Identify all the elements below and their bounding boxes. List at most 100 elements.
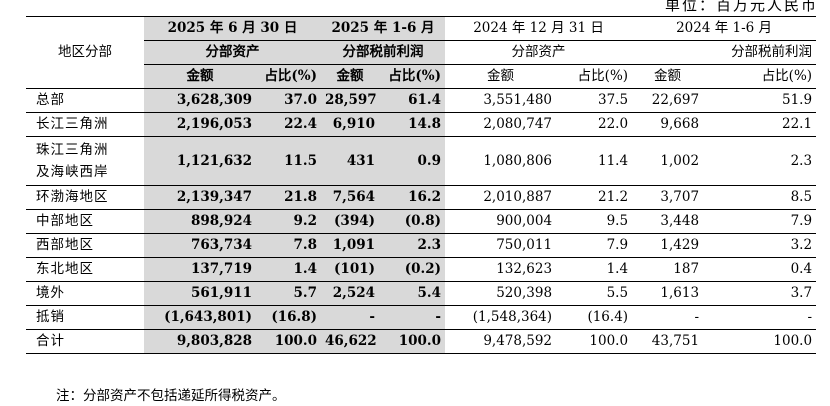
cell-ratio: 37.5 (597, 92, 629, 108)
cell-ratio: 51.9 (782, 92, 813, 108)
cell-amount: 431 (321, 136, 380, 186)
cell-amount: 763,734 (144, 233, 256, 258)
cell-amount: 9,668 (660, 116, 700, 132)
header-row-columns: 金额 占比(%) 金额 占比(%) 金额 占比(%) 金额 占比(%) (26, 64, 817, 89)
cell-amount: (101) (321, 257, 380, 282)
table-row: 珠江三角洲 及海峡西岸 1,121,632 11.5 431 0.9 1,080… (26, 136, 817, 186)
cell-ratio: 7.8 (256, 233, 322, 258)
cell-ratio: 16.2 (379, 185, 446, 210)
cell-amount: 2,139,347 (144, 185, 256, 210)
row-label-header: 地区分部 (26, 16, 144, 89)
table-row: 东北地区 137,719 1.4 (101) (0.2) 132,623 1.4… (26, 257, 817, 282)
cell-amount: 46,622 (321, 329, 380, 354)
cell-amount: 1,613 (660, 285, 700, 301)
cell-amount: 2,080,747 (483, 116, 553, 132)
cell-ratio: 3.2 (790, 237, 813, 253)
cell-ratio: - (379, 305, 446, 330)
region-name: 长江三角洲 (36, 116, 109, 132)
region-name: 西部地区 (36, 237, 94, 253)
cell-amount: 7,564 (321, 185, 380, 210)
cell-ratio: 7.9 (790, 213, 813, 229)
period-header-1: 2025 年 6 月 30 日 (144, 16, 322, 41)
cell-ratio: 5.5 (606, 285, 629, 301)
cell-ratio: 2.3 (790, 153, 813, 169)
cell-amount: 22,697 (651, 92, 700, 108)
cell-ratio: 9.2 (256, 209, 322, 234)
header-row-periods: 地区分部 2025 年 6 月 30 日 2025 年 1-6 月 2024 年… (26, 16, 817, 89)
cell-amount: 898,924 (144, 209, 256, 234)
cell-amount: 520,398 (496, 285, 553, 301)
cell-ratio: 100.0 (379, 329, 446, 354)
cell-ratio: 100.0 (256, 329, 322, 354)
cell-amount: 2,196,053 (144, 112, 256, 137)
metric-header-1: 分部资产 (144, 40, 322, 65)
cell-ratio: 0.4 (790, 261, 813, 277)
cell-amount: (1,643,801) (144, 305, 256, 330)
cell-amount: 132,623 (496, 261, 553, 277)
cell-amount: 1,121,632 (144, 136, 256, 186)
cell-amount: 750,011 (496, 237, 553, 253)
ratio-header: 占比(%) (703, 64, 817, 89)
cell-ratio: 61.4 (379, 88, 446, 113)
cell-ratio: 9.5 (606, 213, 629, 229)
cell-ratio: 21.8 (256, 185, 322, 210)
region-name: 环渤海地区 (36, 189, 109, 205)
cell-amount: - (694, 309, 700, 325)
region-name-line2: 及海峡西岸 (36, 164, 109, 180)
unit-label: 单位：百万元人民币 (664, 0, 818, 14)
cell-amount: 3,707 (660, 189, 700, 205)
region-name: 抵销 (36, 309, 65, 325)
cell-ratio: (16.4) (587, 309, 629, 325)
ratio-header: 占比(%) (379, 64, 446, 89)
cell-amount: 3,448 (660, 213, 700, 229)
footnote: 注：分部资产不包括递延所得税资产。 (56, 388, 286, 404)
cell-amount: 3,551,480 (483, 92, 553, 108)
cell-ratio: 22.4 (256, 112, 322, 137)
cell-ratio: 7.9 (606, 237, 629, 253)
total-row: 合计 9,803,828 100.0 46,622 100.0 9,478,59… (26, 329, 817, 354)
table-row: 抵销 (1,643,801) (16.8) - - (1,548,364) (1… (26, 305, 817, 330)
cell-ratio: 8.5 (790, 189, 813, 205)
metric-header-3: 分部资产 (445, 40, 633, 65)
cell-ratio: - (807, 309, 813, 325)
cell-amount: - (321, 305, 380, 330)
cell-ratio: (16.8) (256, 305, 322, 330)
table-row: 环渤海地区 2,139,347 21.8 7,564 16.2 2,010,88… (26, 185, 817, 210)
table-row: 境外 561,911 5.7 2,524 5.4 520,398 5.5 1,6… (26, 281, 817, 306)
cell-ratio: 5.7 (256, 281, 322, 306)
table-row: 长江三角洲 2,196,053 22.4 6,910 14.8 2,080,74… (26, 112, 817, 137)
region-name: 境外 (36, 285, 65, 301)
cell-ratio: 37.0 (256, 88, 322, 113)
cell-amount: 1,091 (321, 233, 380, 258)
cell-amount: 9,478,592 (483, 333, 553, 349)
cell-ratio: 11.4 (597, 153, 629, 169)
cell-amount: (1,548,364) (472, 309, 553, 325)
cell-amount: 1,002 (660, 153, 700, 169)
metric-header-4: 分部税前利润 (632, 40, 817, 65)
cell-ratio: 2.3 (379, 233, 446, 258)
cell-ratio: 14.8 (379, 112, 446, 137)
ratio-header: 占比(%) (256, 64, 322, 89)
cell-amount: 2,010,887 (483, 189, 553, 205)
segment-table: 地区分部 2025 年 6 月 30 日 2025 年 1-6 月 2024 年… (26, 16, 817, 354)
cell-ratio: 11.5 (256, 136, 322, 186)
cell-ratio: 3.7 (790, 285, 813, 301)
region-name: 合计 (36, 333, 65, 349)
period-header-3: 2024 年 12 月 31 日 (445, 16, 633, 41)
cell-amount: 3,628,309 (144, 88, 256, 113)
cell-amount: 187 (673, 261, 700, 277)
cell-ratio: 5.4 (379, 281, 446, 306)
region-name: 总部 (36, 92, 65, 108)
cell-amount: 9,803,828 (144, 329, 256, 354)
header-row-metrics: 分部资产 分部税前利润 分部资产 分部税前利润 (26, 40, 817, 65)
cell-ratio: 1.4 (256, 257, 322, 282)
cell-ratio: (0.2) (379, 257, 446, 282)
region-name: 东北地区 (36, 261, 94, 277)
region-name: 中部地区 (36, 213, 94, 229)
table-row: 中部地区 898,924 9.2 (394) (0.8) 900,004 9.5… (26, 209, 817, 234)
cell-amount: 1,080,806 (483, 153, 553, 169)
cell-amount: 561,911 (144, 281, 256, 306)
cell-ratio: (0.8) (379, 209, 446, 234)
ratio-header: 占比(%) (556, 64, 633, 89)
region-name: 珠江三角洲 及海峡西岸 (26, 137, 144, 186)
